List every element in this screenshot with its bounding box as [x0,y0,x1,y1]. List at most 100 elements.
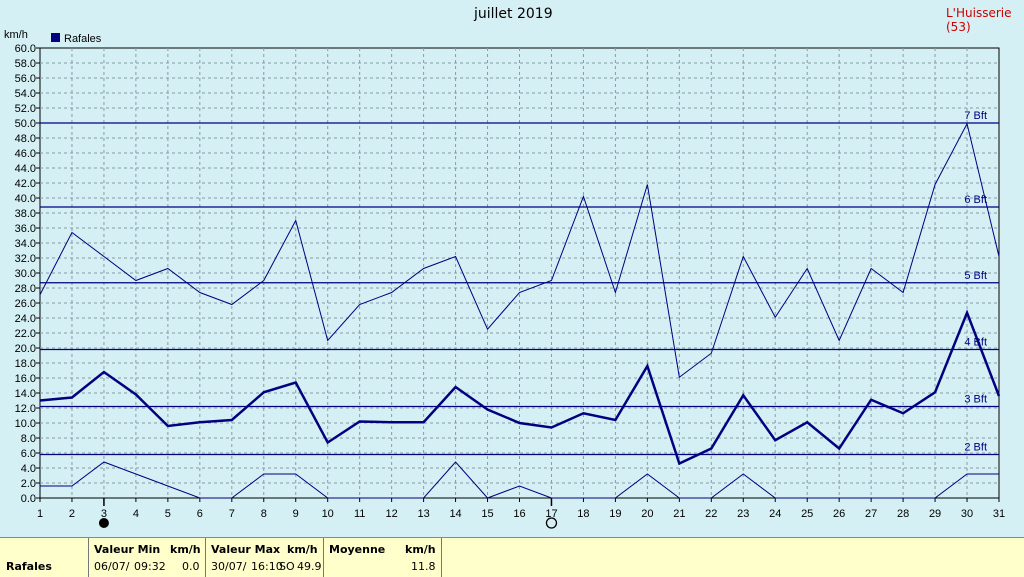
y-tick-label: 42.0 [15,178,36,190]
x-tick-label: 30 [961,508,973,520]
max-value: 49.9 [297,560,322,573]
beaufort-label: 3 Bft [964,394,987,406]
x-tick-label: 11 [354,508,365,520]
y-tick-label: 6.0 [21,448,36,460]
y-tick-label: 38.0 [15,208,36,220]
x-tick-label: 29 [929,508,941,520]
y-tick-label: 2.0 [21,478,36,490]
max-date: 30/07/ [211,560,247,573]
y-tick-label: 58.0 [15,58,36,70]
beaufort-label: 7 Bft [964,110,987,122]
x-tick-label: 4 [133,508,139,520]
footer-min-cell: Valeur Min km/h 06/07/ 09:32 0.0 [88,538,206,577]
x-tick-label: 14 [449,508,461,520]
footer-max-cell: Valeur Max km/h 30/07/ 16:10 SO 49.9 [205,538,324,577]
beaufort-label: 4 Bft [964,337,987,349]
x-tick-label: 28 [897,508,909,520]
x-tick-label: 18 [577,508,589,520]
y-tick-label: 24.0 [15,313,36,325]
x-tick-label: 17 [545,508,557,520]
x-tick-label: 5 [165,508,171,520]
y-tick-label: 44.0 [15,163,36,175]
min-date: 06/07/ [94,560,130,573]
x-tick-label: 15 [481,508,493,520]
legend-swatch [51,33,60,42]
series-line-0 [39,309,1001,466]
x-tick-label: 7 [229,508,235,520]
stats-footer: Rafales Valeur Min km/h 06/07/ 09:32 0.0… [0,537,1024,577]
x-tick-label: 22 [705,508,717,520]
y-tick-label: 36.0 [15,223,36,235]
x-tick-label: 26 [833,508,845,520]
series-group [39,122,1001,499]
x-tick-label: 9 [293,508,299,520]
chart-grid [39,47,1000,499]
beaufort-label: 6 Bft [964,194,987,206]
x-tick-label: 24 [769,508,781,520]
x-tick-label: 16 [513,508,525,520]
y-tick-label: 46.0 [15,148,36,160]
x-tick-label: 27 [865,508,877,520]
y-tick-label: 18.0 [15,358,36,370]
x-tick-label: 25 [801,508,813,520]
avg-header: Moyenne [329,543,386,556]
x-tick-label: 12 [386,508,398,520]
x-tick-label: 2 [69,508,75,520]
y-tick-label: 4.0 [21,463,36,475]
y-tick-label: 52.0 [15,103,36,115]
x-tick-label: 20 [641,508,653,520]
min-value: 0.0 [182,560,200,573]
station-name: L'Huisserie (53) [946,6,1012,34]
new-moon-icon [98,518,109,528]
beaufort-lines: 2 Bft 3 Bft 4 Bft 5 Bft 6 Bft 7 Bft [40,110,999,456]
x-tick-label: 8 [261,508,267,520]
y-tick-label: 40.0 [15,193,36,205]
footer-label-cell: Rafales [0,538,89,577]
gust-chart: 2 Bft 3 Bft 4 Bft 5 Bft 6 Bft 7 Bft 0.0 2.0 4.0… [4,29,1005,529]
y-unit-label: km/h [4,29,28,41]
y-tick-label: 12.0 [15,403,36,415]
x-tick-label: 23 [737,508,749,520]
moon-phases [98,498,558,529]
y-tick-label: 14.0 [15,388,36,400]
max-time: 16:10 [251,560,283,573]
y-tick-label: 10.0 [15,418,36,430]
y-tick-label: 32.0 [15,253,36,265]
legend-label: Rafales [64,33,102,45]
y-tick-label: 20.0 [15,343,36,355]
max-unit: km/h [287,543,318,556]
y-tick-label: 8.0 [21,433,36,445]
y-tick-label: 28.0 [15,283,36,295]
axes: 0.0 2.0 4.0 6.0 8.0 10.0 12.0 14.0 16.0 18.0 20.0 2… [4,29,1005,520]
beaufort-label: 5 Bft [964,270,987,282]
y-tick-label: 48.0 [15,133,36,145]
y-tick-label: 0.0 [21,493,36,505]
series-line-1 [39,122,1000,379]
x-tick-label: 21 [673,508,685,520]
x-tick-label: 10 [322,508,334,520]
y-tick-label: 30.0 [15,268,36,280]
y-tick-label: 50.0 [15,118,36,130]
x-tick-label: 31 [993,508,1005,520]
legend: Rafales [51,33,102,45]
y-tick-label: 34.0 [15,238,36,250]
max-header: Valeur Max [211,543,281,556]
max-direction: SO [279,560,295,573]
y-tick-label: 26.0 [15,298,36,310]
avg-value: 11.8 [411,560,436,573]
x-tick-label: 13 [417,508,429,520]
x-tick-label: 19 [609,508,621,520]
x-tick-label: 3 [101,508,107,520]
x-tick-label: 1 [37,508,43,520]
min-header: Valeur Min [94,543,161,556]
y-tick-label: 16.0 [15,373,36,385]
y-tick-label: 22.0 [15,328,36,340]
avg-unit: km/h [405,543,436,556]
footer-avg-cell: Moyenne km/h 11.8 [323,538,442,577]
y-tick-label: 54.0 [15,88,36,100]
y-tick-label: 56.0 [15,73,36,85]
chart-title: juillet 2019 [474,6,553,22]
beaufort-label: 2 Bft [964,442,987,454]
footer-row-label: Rafales [6,560,52,573]
full-moon-icon [545,517,558,529]
